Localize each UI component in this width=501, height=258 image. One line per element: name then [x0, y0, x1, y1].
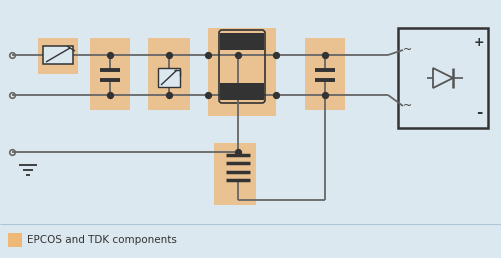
- Bar: [43, 46, 73, 64]
- Bar: [38, 38, 78, 74]
- Point: [203, 53, 211, 57]
- Text: ~: ~: [402, 101, 411, 111]
- Bar: [207, 28, 276, 116]
- Point: [106, 53, 114, 57]
- Point: [165, 93, 173, 97]
- Point: [233, 150, 241, 154]
- Point: [272, 53, 280, 57]
- Bar: [158, 68, 180, 87]
- Point: [320, 93, 328, 97]
- Bar: [148, 38, 189, 110]
- Bar: [397, 28, 487, 128]
- Bar: [219, 33, 264, 50]
- Point: [272, 93, 280, 97]
- Bar: [213, 143, 256, 205]
- Text: -: -: [475, 104, 481, 119]
- Point: [165, 53, 173, 57]
- Text: EPCOS and TDK components: EPCOS and TDK components: [27, 235, 176, 245]
- Bar: [90, 38, 130, 110]
- Point: [106, 93, 114, 97]
- Bar: [8, 233, 22, 247]
- Text: ~: ~: [402, 45, 411, 55]
- Point: [320, 53, 328, 57]
- Point: [233, 53, 241, 57]
- Point: [203, 93, 211, 97]
- Text: +: +: [473, 36, 483, 49]
- Bar: [305, 38, 344, 110]
- Bar: [219, 83, 264, 100]
